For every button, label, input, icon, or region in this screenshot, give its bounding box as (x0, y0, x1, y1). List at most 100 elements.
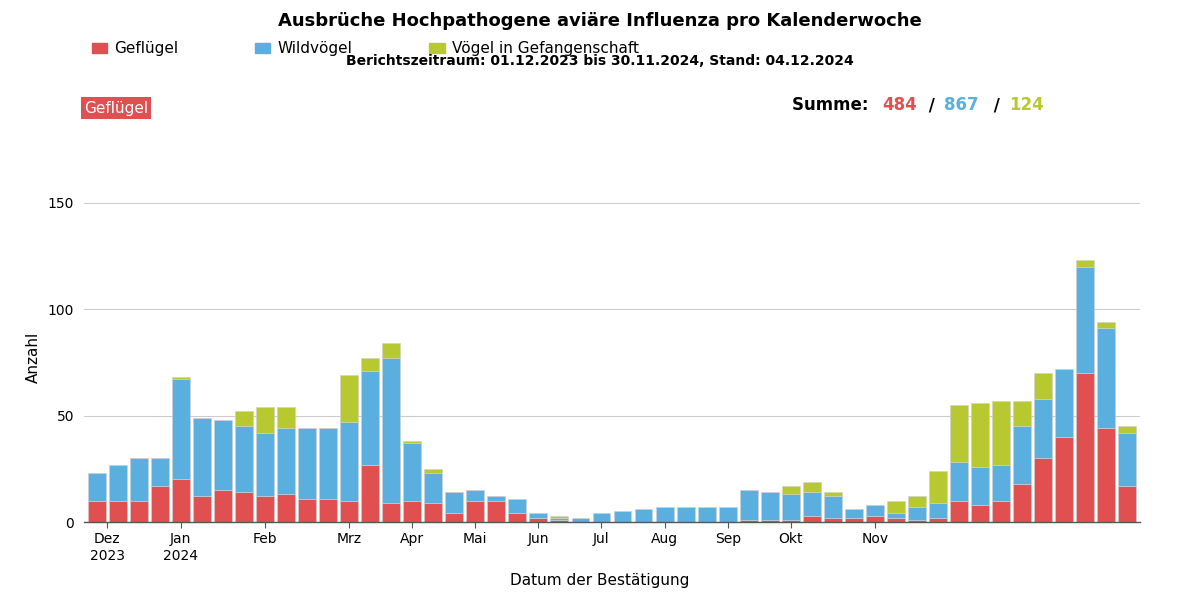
Bar (403, 443, 421, 501)
Bar (256, 407, 274, 433)
Bar (866, 515, 884, 522)
Bar (1013, 484, 1031, 522)
Bar (908, 496, 926, 507)
Bar (319, 499, 337, 522)
Text: 484: 484 (882, 96, 917, 114)
Bar (298, 428, 316, 499)
Bar (256, 496, 274, 522)
Bar (1098, 428, 1115, 522)
Bar (739, 490, 757, 520)
Bar (529, 518, 547, 522)
Bar (950, 405, 968, 463)
Text: Datum der Bestätigung: Datum der Bestätigung (510, 573, 690, 588)
Bar (739, 520, 757, 522)
Bar (551, 515, 569, 518)
Bar (803, 515, 821, 522)
Bar (361, 358, 379, 371)
Bar (551, 518, 569, 520)
Bar (887, 514, 905, 518)
Bar (529, 514, 547, 518)
Bar (487, 501, 505, 522)
Bar (172, 379, 190, 479)
Bar (361, 464, 379, 522)
Bar (1098, 328, 1115, 428)
Bar (172, 377, 190, 379)
Bar (235, 426, 253, 492)
Bar (551, 520, 569, 522)
Bar (88, 501, 106, 522)
Bar (109, 464, 126, 501)
Bar (1118, 486, 1136, 522)
Bar (445, 492, 463, 514)
Bar (971, 403, 989, 467)
Bar (1055, 369, 1073, 437)
Bar (803, 492, 821, 515)
Bar (467, 501, 485, 522)
Bar (887, 501, 905, 514)
Bar (866, 505, 884, 515)
Text: Berichtszeitraum: 01.12.2023 bis 30.11.2024, Stand: 04.12.2024: Berichtszeitraum: 01.12.2023 bis 30.11.2… (346, 54, 854, 68)
Bar (277, 428, 295, 494)
Bar (1034, 398, 1052, 458)
Bar (1076, 266, 1094, 373)
Bar (382, 358, 400, 503)
Bar (992, 501, 1010, 522)
Bar (1098, 322, 1115, 328)
Bar (782, 486, 799, 494)
Bar (487, 496, 505, 501)
Bar (235, 411, 253, 426)
Bar (908, 507, 926, 520)
Text: Geflügel: Geflügel (84, 101, 148, 115)
Bar (845, 509, 863, 518)
Bar (908, 520, 926, 522)
Bar (193, 418, 211, 496)
Bar (929, 518, 947, 522)
Bar (719, 507, 737, 522)
Bar (214, 490, 232, 522)
Bar (256, 433, 274, 496)
Bar (613, 511, 631, 522)
Bar (803, 482, 821, 492)
Bar (361, 371, 379, 464)
Bar (824, 496, 842, 518)
Bar (340, 501, 358, 522)
Bar (782, 520, 799, 522)
Bar (193, 496, 211, 522)
Bar (824, 492, 842, 496)
Bar (1013, 401, 1031, 426)
Bar (929, 503, 947, 518)
Legend: Geflügel, Wildvögel, Vögel in Gefangenschaft: Geflügel, Wildvögel, Vögel in Gefangensc… (91, 41, 640, 56)
Bar (761, 492, 779, 520)
Bar (382, 503, 400, 522)
Text: 124: 124 (1009, 96, 1044, 114)
Bar (971, 505, 989, 522)
Text: Summe:: Summe: (792, 96, 875, 114)
Bar (697, 507, 715, 522)
Bar (1055, 437, 1073, 522)
Text: Ausbrüche Hochpathogene aviäre Influenza pro Kalenderwoche: Ausbrüche Hochpathogene aviäre Influenza… (278, 12, 922, 30)
Bar (340, 375, 358, 422)
Bar (340, 422, 358, 501)
Bar (971, 467, 989, 505)
Bar (655, 507, 673, 522)
Bar (1118, 426, 1136, 433)
Bar (887, 518, 905, 522)
Text: /: / (923, 96, 941, 114)
Bar (425, 469, 442, 473)
Bar (1118, 433, 1136, 486)
Bar (403, 501, 421, 522)
Bar (214, 420, 232, 490)
Bar (1034, 373, 1052, 398)
Bar (277, 494, 295, 522)
Bar (151, 458, 169, 486)
Bar (88, 473, 106, 501)
Text: 867: 867 (944, 96, 979, 114)
Bar (509, 499, 527, 514)
Bar (298, 499, 316, 522)
Bar (151, 486, 169, 522)
Bar (992, 464, 1010, 501)
Bar (1034, 458, 1052, 522)
Bar (467, 490, 485, 501)
Bar (425, 473, 442, 503)
Bar (382, 343, 400, 358)
